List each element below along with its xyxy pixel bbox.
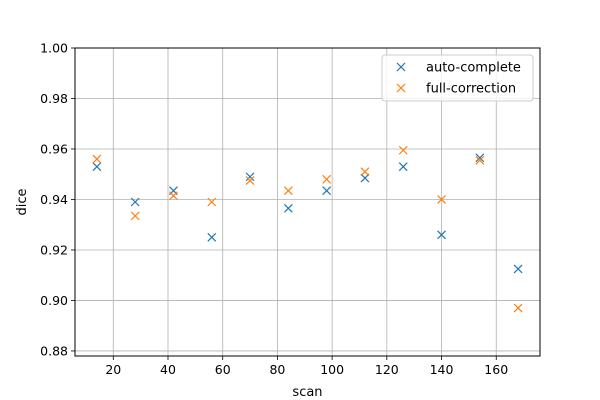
data-point-full-correction xyxy=(398,145,408,155)
data-point-auto-complete xyxy=(207,232,217,242)
data-point-full-correction xyxy=(245,176,255,185)
x-tick-label: 80 xyxy=(269,362,285,377)
legend-marker xyxy=(396,62,406,72)
data-point-auto-complete xyxy=(92,162,102,172)
data-point-full-correction xyxy=(130,211,140,221)
y-tick-label: 0.96 xyxy=(40,141,68,156)
y-tick-label: 0.88 xyxy=(40,343,68,358)
data-point-auto-complete xyxy=(283,203,293,213)
x-tick-label: 40 xyxy=(160,362,176,377)
x-tick-label: 120 xyxy=(375,362,399,377)
data-point-full-correction xyxy=(360,167,370,177)
x-axis-ticks: 20 40 60 80 100 120 140 160 xyxy=(105,356,508,377)
data-point-full-correction xyxy=(283,186,293,196)
legend-box xyxy=(381,54,534,102)
legend-marker xyxy=(396,83,406,93)
data-point-auto-complete xyxy=(245,172,255,182)
y-tick-label: 0.98 xyxy=(40,91,68,106)
data-point-full-correction xyxy=(169,191,178,201)
x-tick-label: 140 xyxy=(430,362,454,377)
y-tick-label: 0.92 xyxy=(40,242,68,257)
data-point-auto-complete xyxy=(475,153,485,163)
y-tick-label: 0.94 xyxy=(40,192,68,207)
data-point-auto-complete xyxy=(130,197,140,207)
y-tick-label: 1.00 xyxy=(40,41,68,56)
data-point-full-correction xyxy=(513,303,523,313)
y-tick-label: 0.90 xyxy=(40,293,68,308)
data-point-full-correction xyxy=(207,197,217,207)
data-point-auto-complete xyxy=(437,230,446,240)
data-point-auto-complete xyxy=(360,173,370,183)
data-point-auto-complete xyxy=(513,264,523,274)
data-point-full-correction xyxy=(475,155,485,165)
data-point-full-correction xyxy=(92,154,102,164)
data-point-full-correction xyxy=(322,174,332,184)
data-point-full-correction xyxy=(437,195,446,204)
legend: auto-complete full-correction xyxy=(381,54,534,102)
x-tick-label: 100 xyxy=(320,362,344,377)
data-points xyxy=(92,145,523,313)
data-point-auto-complete xyxy=(398,162,408,172)
y-axis-label: dice xyxy=(15,188,30,215)
plot-frame xyxy=(74,47,541,357)
y-axis-ticks: 0.88 0.90 0.92 0.94 0.96 0.98 1.00 xyxy=(40,41,75,358)
data-point-auto-complete xyxy=(322,186,332,196)
legend-label: full-correction xyxy=(426,82,516,97)
x-axis-label: scan xyxy=(292,385,322,400)
legend-label: auto-complete xyxy=(426,61,521,76)
x-tick-label: 60 xyxy=(215,362,231,377)
x-tick-label: 160 xyxy=(484,362,508,377)
x-tick-label: 20 xyxy=(105,362,121,377)
